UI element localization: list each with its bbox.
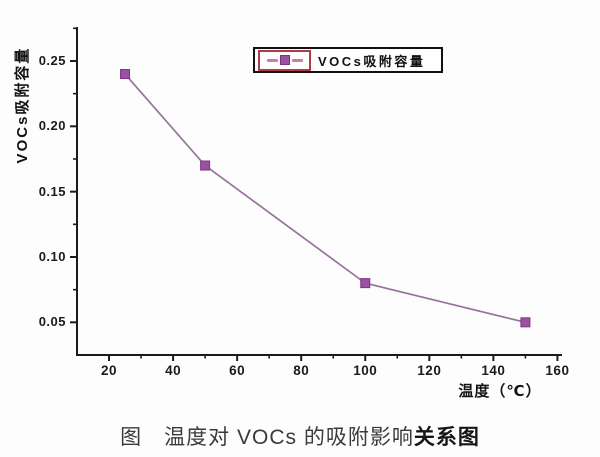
x-tick-label: 80: [293, 363, 310, 378]
data-point: [520, 317, 531, 328]
y-tick-label: 0.25: [38, 52, 66, 68]
data-point: [120, 69, 131, 80]
x-tick-label: 120: [417, 363, 442, 378]
y-tick-label: 0.15: [38, 183, 66, 199]
caption-text-bold: 关系图: [413, 426, 480, 449]
caption-text: 图 温度对 VOCs 的吸附影响: [120, 426, 414, 449]
legend-square-marker-icon: [279, 55, 290, 65]
x-tick-label: 20: [101, 363, 118, 378]
legend-box: VOCs吸附容量: [253, 47, 443, 73]
data-point: [200, 160, 211, 171]
legend-highlight-box: [258, 49, 311, 71]
x-tick-label: 160: [545, 363, 570, 378]
y-axis-label: VOCs吸附容量: [14, 46, 31, 164]
x-tick-label: 100: [353, 363, 378, 378]
x-tick-label: 140: [481, 363, 506, 378]
legend-line-dash-icon: [291, 58, 303, 62]
y-tick-label: 0.10: [38, 248, 66, 264]
legend-line-dash-icon: [266, 58, 278, 62]
y-tick-label: 0.05: [38, 314, 66, 330]
series-line: [124, 73, 526, 324]
data-point: [360, 278, 371, 289]
x-axis-label: 温度（℃）: [458, 383, 542, 400]
x-tick-label: 40: [165, 363, 182, 378]
x-tick-label: 60: [229, 363, 246, 378]
legend-entry-label: VOCs吸附容量: [318, 53, 426, 69]
figure-caption: 图 温度对 VOCs 的吸附影响关系图: [0, 421, 600, 451]
y-tick-label: 0.20: [38, 118, 66, 134]
